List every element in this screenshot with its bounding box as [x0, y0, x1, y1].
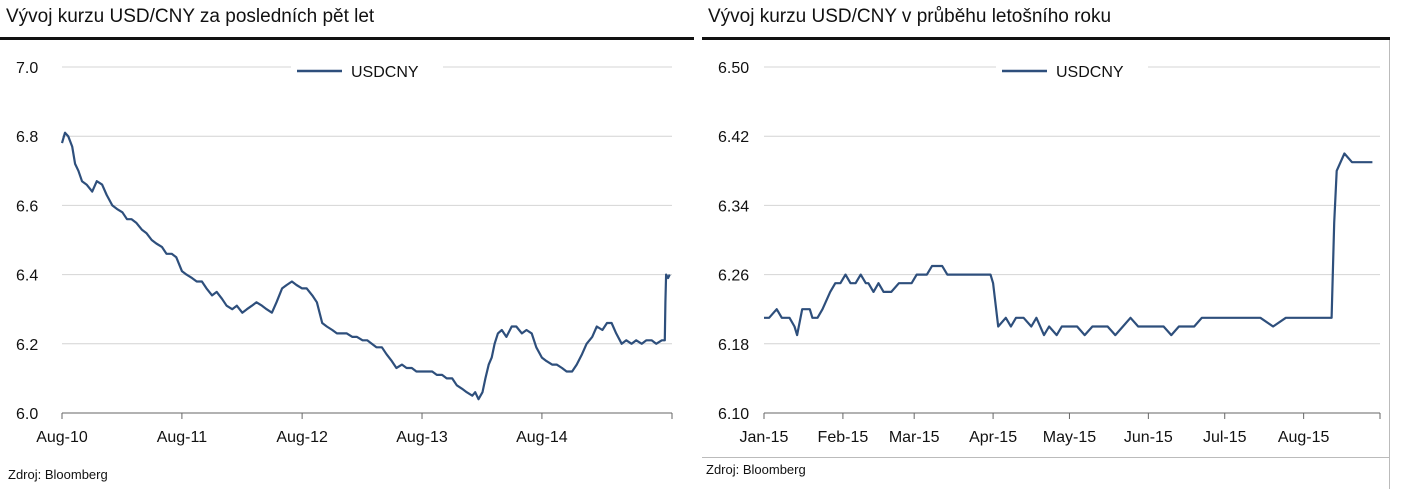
y-tick-label: 7.0	[16, 60, 38, 77]
legend-label: USDCNY	[351, 64, 419, 81]
panel-border	[1389, 40, 1390, 489]
x-tick-label: Aug-10	[36, 429, 88, 446]
x-tick-label: May-15	[1043, 429, 1096, 446]
y-tick-label: 6.50	[718, 60, 749, 77]
title-rule	[0, 37, 694, 40]
x-tick-label: Aug-15	[1278, 429, 1330, 446]
y-tick-label: 6.6	[16, 198, 38, 215]
source-note: Zdroj: Bloomberg	[8, 467, 108, 482]
title-rule	[702, 37, 1390, 40]
source-note: Zdroj: Bloomberg	[706, 462, 806, 477]
y-tick-label: 6.34	[718, 198, 749, 215]
x-tick-label: Jul-15	[1203, 429, 1247, 446]
chart-title: Vývoj kurzu USD/CNY v průběhu letošního …	[708, 6, 1112, 27]
line-chart-this-year: 6.10 6.18 6.26 6.34 6.42 6.50 Jan-15 Feb-15 Mar-…	[718, 59, 1381, 446]
x-tick-label: Aug-14	[516, 429, 568, 446]
x-tick-label: Aug-13	[396, 429, 448, 446]
chart-panel-right: Vývoj kurzu USD/CNY v průběhu letošního …	[702, 0, 1390, 492]
chart-title: Vývoj kurzu USD/CNY za posledních pět le…	[6, 6, 375, 27]
x-tick-label: Aug-12	[276, 429, 328, 446]
panel-border-bottom	[702, 457, 1390, 458]
y-tick-label: 6.4	[16, 268, 38, 285]
line-chart-five-years: 6.0 6.2 6.4 6.6 6.8 7.0 Aug-10 Aug-11 Aug-12 Aug-…	[16, 59, 673, 446]
x-tick-label: Feb-15	[818, 429, 869, 446]
x-tick-label: Aug-11	[157, 429, 208, 446]
y-tick-label: 6.26	[718, 268, 749, 285]
y-tick-label: 6.18	[718, 337, 749, 354]
series-line-usdcny	[764, 152, 1373, 337]
y-tick-label: 6.0	[16, 406, 38, 423]
y-tick-label: 6.42	[718, 129, 749, 146]
x-tick-label: Apr-15	[969, 429, 1017, 446]
y-tick-label: 6.10	[718, 406, 749, 423]
x-tick-label: Jun-15	[1124, 429, 1173, 446]
y-tick-label: 6.2	[16, 337, 38, 354]
legend-label: USDCNY	[1056, 64, 1124, 81]
x-tick-label: Jan-15	[740, 429, 789, 446]
x-tick-label: Mar-15	[889, 429, 940, 446]
series-line-usdcny	[60, 131, 671, 401]
y-tick-label: 6.8	[16, 129, 38, 146]
chart-panel-left: Vývoj kurzu USD/CNY za posledních pět le…	[0, 0, 694, 492]
